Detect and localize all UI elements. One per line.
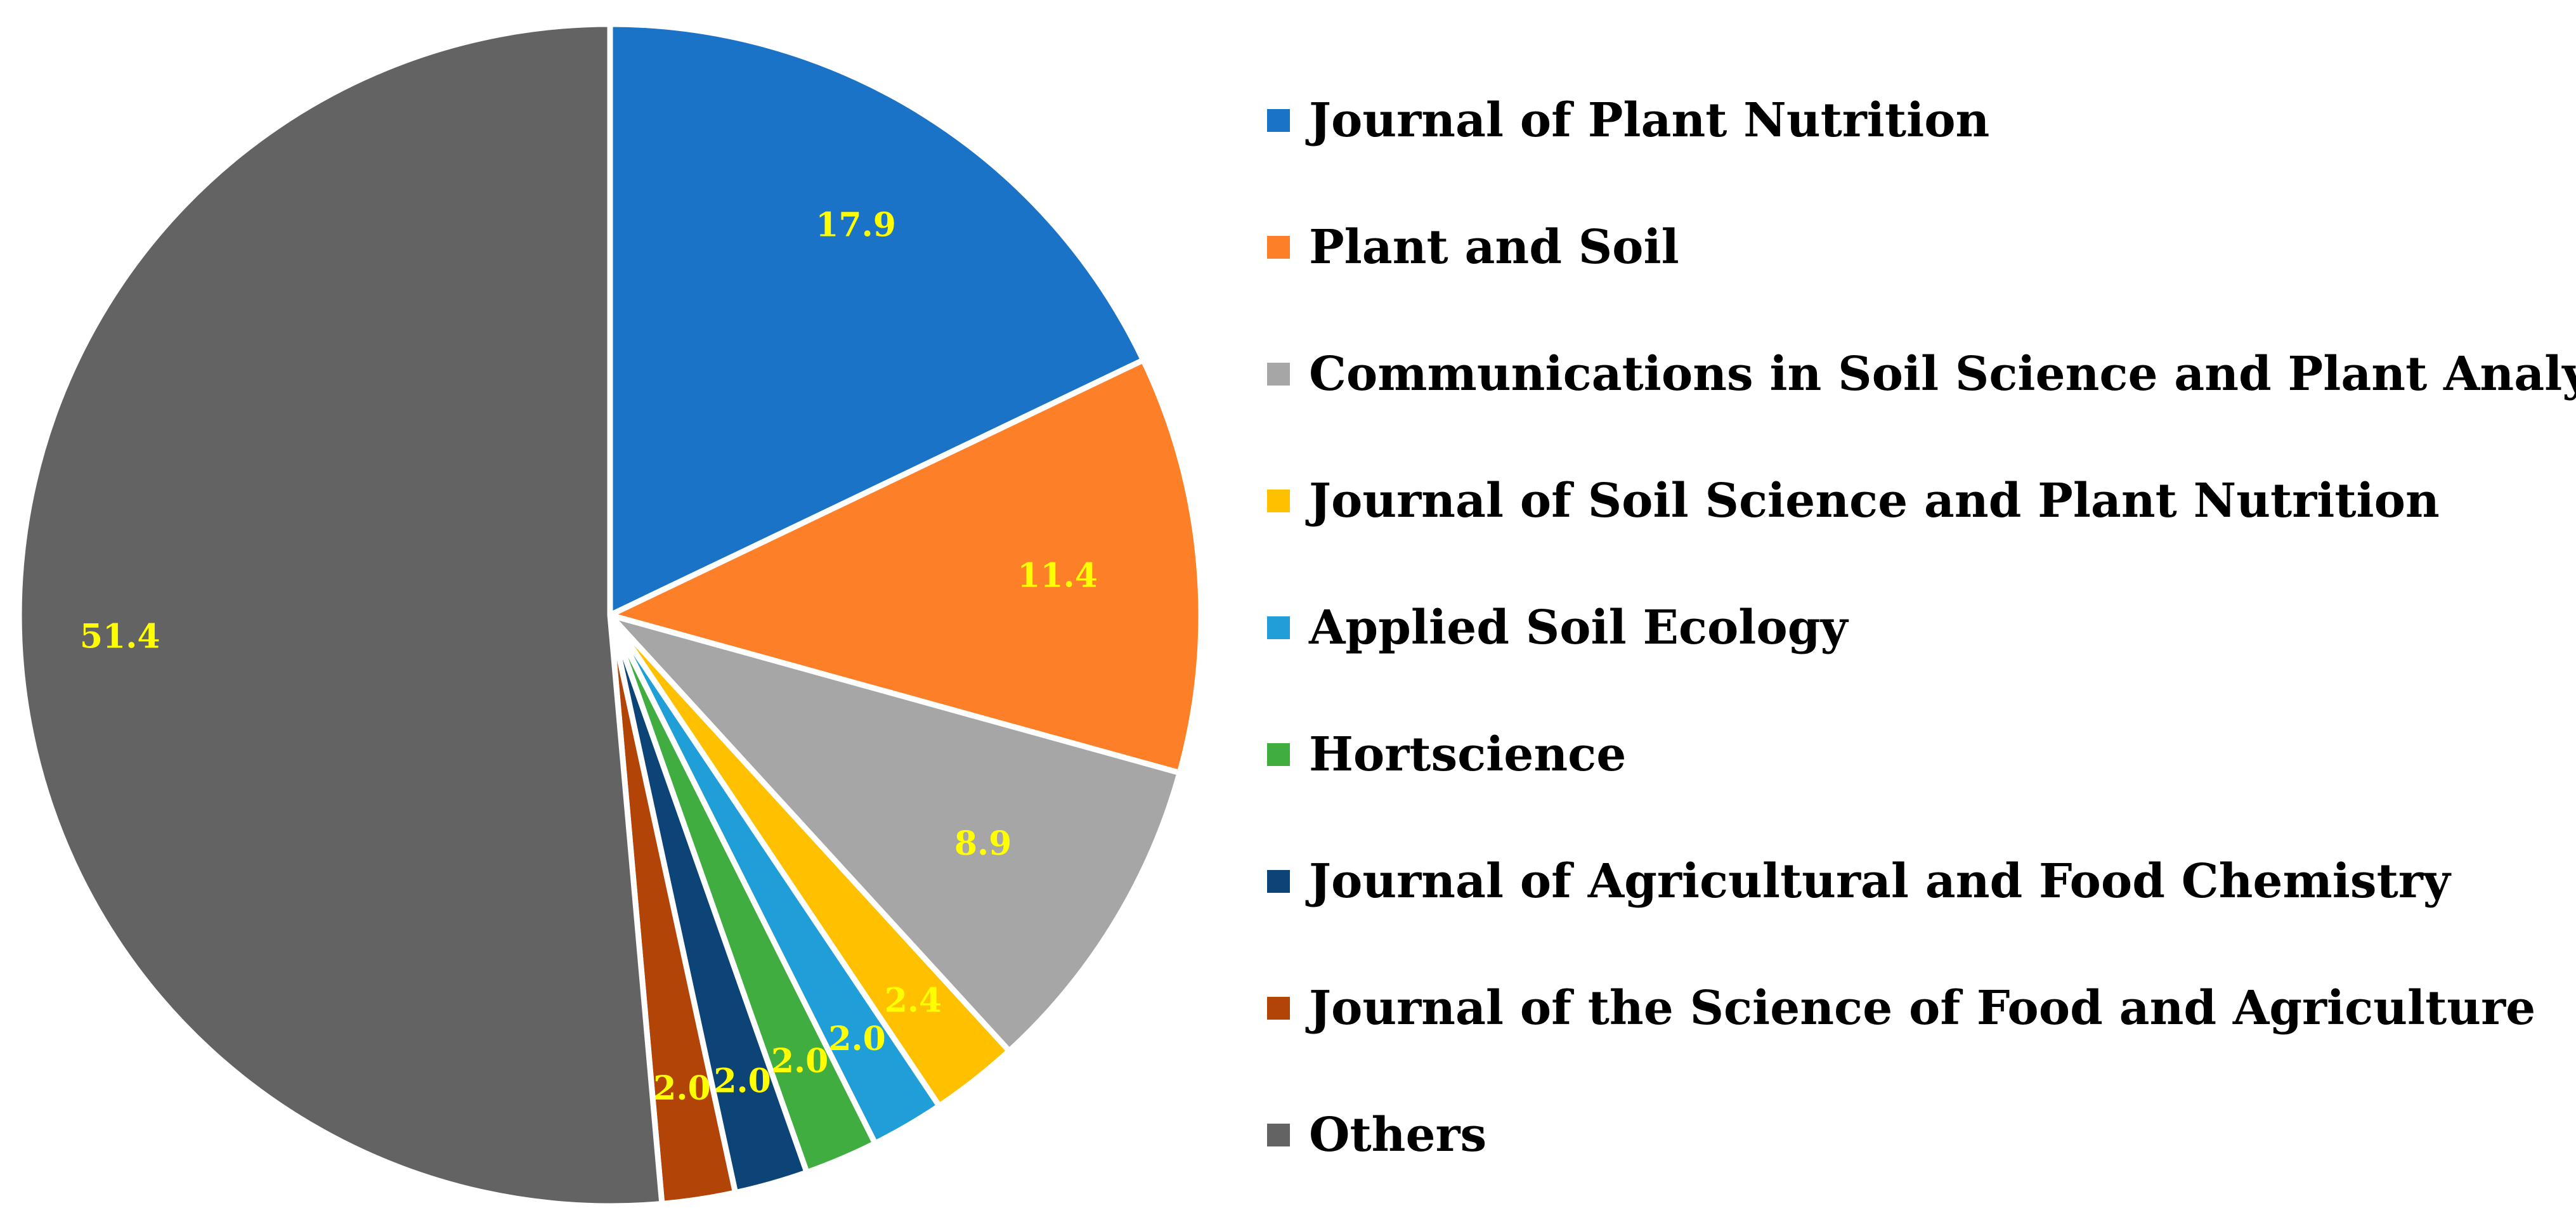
pie-slice-plant-and-soil [607,357,1204,776]
data-label-others: 51.4 [80,618,160,656]
data-label-journal-of-soil-science-and-plant-nutrition: 2.4 [885,982,942,1020]
legend-swatch-journal-of-plant-nutrition [1267,109,1290,132]
legend-label-communications-in-soil-science-and-plant-analysis: Communications in Soil Science and Plant… [1309,347,2576,401]
legend-swatch-applied-soil-ecology [1267,616,1290,639]
data-label-communications-in-soil-science-and-plant-analysis: 8.9 [954,824,1012,863]
legend-swatch-journal-of-the-science-of-food-and-agriculture [1267,997,1290,1020]
legend-label-applied-soil-ecology: Applied Soil Ecology [1308,601,1849,655]
legend-swatch-hortscience [1267,743,1290,766]
legend-swatch-others [1267,1124,1290,1146]
pie-slice-others [16,21,665,1209]
data-label-hortscience: 2.0 [771,1042,828,1081]
data-label-applied-soil-ecology: 2.0 [828,1020,885,1058]
pie-slices [16,21,1204,1209]
legend-label-others: Others [1309,1108,1486,1162]
legend-label-journal-of-soil-science-and-plant-nutrition: Journal of Soil Science and Plant Nutrit… [1305,474,2440,528]
legend-swatch-journal-of-agricultural-and-food-chemistry [1267,870,1290,893]
data-label-plant-and-soil: 11.4 [1017,556,1098,595]
legend-label-journal-of-plant-nutrition: Journal of Plant Nutrition [1305,93,1989,148]
legend-label-hortscience: Hortscience [1309,727,1626,782]
legend-swatch-plant-and-soil [1267,236,1290,259]
legend: Journal of Plant Nutrition Plant and Soil… [1267,93,2576,1162]
legend-label-plant-and-soil: Plant and Soil [1309,220,1679,275]
pie-slice-journal-of-plant-nutrition [607,21,1147,618]
legend-swatch-communications-in-soil-science-and-plant-analysis [1267,363,1290,386]
pie-data-labels: 17.911.48.92.42.02.02.02.051.4 [80,205,1098,1107]
data-label-journal-of-the-science-of-food-and-agriculture: 2.0 [653,1069,710,1108]
legend-label-journal-of-agricultural-and-food-chemistry: Journal of Agricultural and Food Chemist… [1305,854,2452,909]
legend-label-journal-of-the-science-of-food-and-agriculture: Journal of the Science of Food and Agric… [1305,981,2535,1035]
legend-swatch-journal-of-soil-science-and-plant-nutrition [1267,490,1290,512]
pie-slice-communications-in-soil-science-and-plant-analysis [607,612,1183,1054]
data-label-journal-of-agricultural-and-food-chemistry: 2.0 [713,1062,771,1101]
data-label-journal-of-plant-nutrition: 17.9 [816,205,896,244]
